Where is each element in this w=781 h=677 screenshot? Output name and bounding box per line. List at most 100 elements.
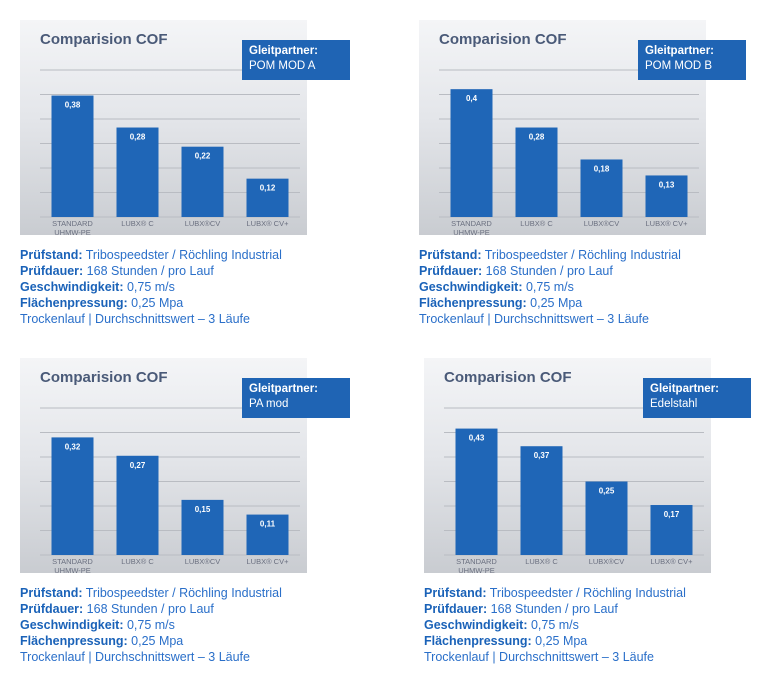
test-info: Prüfstand: Tribospeedster / Röchling Ind… bbox=[424, 585, 754, 665]
category-tick-label: UHMW-PE bbox=[54, 566, 91, 573]
info-line-duration: Prüfdauer: 168 Stunden / pro Lauf bbox=[424, 602, 618, 616]
info-line-pressure: Flächenpressung: 0,25 Mpa bbox=[20, 296, 184, 310]
info-line-speed: Geschwindigkeit: 0,75 m/s bbox=[424, 618, 579, 632]
partner-label: Gleitpartner: bbox=[645, 45, 715, 57]
bar-value-label: 0,4 bbox=[466, 94, 478, 103]
chart-panel-3: 0,32 STANDARD UHMW-PE 0,27 LUBX® C 0,15 LUBX®C… bbox=[20, 358, 350, 668]
info-line-duration: Prüfdauer: 168 Stunden / pro Lauf bbox=[419, 264, 613, 278]
info-line-teststand: Prüfstand: Tribospeedster / Röchling Ind… bbox=[419, 248, 681, 262]
bar bbox=[450, 89, 493, 217]
bar bbox=[455, 428, 498, 555]
info-line-duration: Prüfdauer: 168 Stunden / pro Lauf bbox=[20, 264, 214, 278]
bar-value-label: 0,28 bbox=[529, 133, 545, 142]
bar bbox=[580, 159, 623, 217]
bar bbox=[181, 499, 224, 555]
bar bbox=[181, 146, 224, 217]
info-line-teststand: Prüfstand: Tribospeedster / Röchling Ind… bbox=[20, 248, 282, 262]
category-tick-label: UHMW-PE bbox=[54, 228, 91, 235]
bar-value-label: 0,15 bbox=[195, 505, 211, 514]
bar-value-label: 0,22 bbox=[195, 152, 211, 161]
info-line-pressure: Flächenpressung: 0,25 Mpa bbox=[424, 634, 588, 648]
partner-label: Gleitpartner: bbox=[249, 45, 319, 57]
category-tick-label: LUBX®CV bbox=[589, 557, 625, 566]
chart-title: Comparision COF bbox=[40, 369, 168, 386]
chart-title: Comparision COF bbox=[40, 31, 168, 48]
info-line-speed: Geschwindigkeit: 0,75 m/s bbox=[20, 280, 175, 294]
partner-box: Gleitpartner: PA mod bbox=[242, 378, 350, 418]
category-tick-label: STANDARD bbox=[52, 219, 93, 228]
bar-value-label: 0,12 bbox=[260, 184, 276, 193]
bar-value-label: 0,13 bbox=[659, 180, 675, 189]
partner-label: Gleitpartner: bbox=[249, 383, 319, 395]
chart-panel-2: 0,4 STANDARD UHMW-PE 0,28 LUBX® C 0,18 LUBX®CV… bbox=[419, 20, 749, 330]
category-tick-label: LUBX®CV bbox=[185, 219, 221, 228]
bar-value-label: 0,28 bbox=[130, 133, 146, 142]
bar-value-label: 0,17 bbox=[664, 510, 680, 519]
bar-value-label: 0,38 bbox=[65, 101, 81, 110]
bar bbox=[645, 175, 688, 217]
partner-box: Gleitpartner: POM MOD A bbox=[242, 40, 350, 80]
bar bbox=[246, 178, 289, 217]
info-line-duration: Prüfdauer: 168 Stunden / pro Lauf bbox=[20, 602, 214, 616]
category-tick-label: UHMW-PE bbox=[458, 566, 495, 573]
test-info: Prüfstand: Tribospeedster / Röchling Ind… bbox=[419, 247, 749, 327]
category-tick-label: STANDARD bbox=[52, 557, 93, 566]
info-line-speed: Geschwindigkeit: 0,75 m/s bbox=[20, 618, 175, 632]
bar bbox=[116, 127, 159, 217]
bar-value-label: 0,11 bbox=[260, 520, 276, 529]
info-line-pressure: Flächenpressung: 0,25 Mpa bbox=[419, 296, 583, 310]
category-tick-label: LUBX® C bbox=[520, 219, 553, 228]
info-line-pressure: Flächenpressung: 0,25 Mpa bbox=[20, 634, 184, 648]
chart-title: Comparision COF bbox=[439, 31, 567, 48]
bar bbox=[520, 446, 563, 555]
partner-box: Gleitpartner: Edelstahl bbox=[643, 378, 751, 418]
category-tick-label: LUBX® CV+ bbox=[650, 557, 693, 566]
partner-value: Edelstahl bbox=[650, 398, 698, 410]
category-tick-label: LUBX®CV bbox=[185, 557, 221, 566]
partner-value: POM MOD B bbox=[645, 60, 713, 72]
bar-value-label: 0,37 bbox=[534, 451, 550, 460]
partner-value: PA mod bbox=[249, 398, 289, 410]
category-tick-label: LUBX® C bbox=[525, 557, 558, 566]
category-tick-label: STANDARD bbox=[456, 557, 497, 566]
bar bbox=[51, 437, 94, 555]
partner-box: Gleitpartner: POM MOD B bbox=[638, 40, 746, 80]
bar bbox=[650, 505, 693, 555]
bar bbox=[116, 455, 159, 555]
bar-value-label: 0,32 bbox=[65, 442, 81, 451]
chart-panel-1: 0,38 STANDARD UHMW-PE 0,28 LUBX® C 0,22 LUBX®C… bbox=[20, 20, 350, 330]
test-info: Prüfstand: Tribospeedster / Röchling Ind… bbox=[20, 247, 350, 327]
bar-value-label: 0,43 bbox=[469, 434, 485, 443]
category-tick-label: LUBX® C bbox=[121, 219, 154, 228]
chart-title: Comparision COF bbox=[444, 369, 572, 386]
info-line-mode: Trockenlauf | Durchschnittswert – 3 Läuf… bbox=[20, 312, 250, 326]
partner-label: Gleitpartner: bbox=[650, 383, 720, 395]
bar bbox=[51, 95, 94, 217]
category-tick-label: LUBX® C bbox=[121, 557, 154, 566]
bar bbox=[246, 514, 289, 555]
info-line-mode: Trockenlauf | Durchschnittswert – 3 Läuf… bbox=[419, 312, 649, 326]
info-line-teststand: Prüfstand: Tribospeedster / Röchling Ind… bbox=[20, 586, 282, 600]
bar bbox=[515, 127, 558, 217]
bar bbox=[585, 481, 628, 555]
category-tick-label: UHMW-PE bbox=[453, 228, 490, 235]
category-tick-label: LUBX® CV+ bbox=[246, 557, 289, 566]
info-line-mode: Trockenlauf | Durchschnittswert – 3 Läuf… bbox=[20, 650, 250, 664]
test-info: Prüfstand: Tribospeedster / Röchling Ind… bbox=[20, 585, 350, 665]
category-tick-label: LUBX® CV+ bbox=[246, 219, 289, 228]
category-tick-label: LUBX® CV+ bbox=[645, 219, 688, 228]
chart-panel-4: 0,43 STANDARD UHMW-PE 0,37 LUBX® C 0,25 LUBX®C… bbox=[424, 358, 754, 668]
info-line-speed: Geschwindigkeit: 0,75 m/s bbox=[419, 280, 574, 294]
info-line-teststand: Prüfstand: Tribospeedster / Röchling Ind… bbox=[424, 586, 686, 600]
bar-value-label: 0,27 bbox=[130, 461, 146, 470]
info-line-mode: Trockenlauf | Durchschnittswert – 3 Läuf… bbox=[424, 650, 654, 664]
bar-value-label: 0,18 bbox=[594, 164, 610, 173]
category-tick-label: STANDARD bbox=[451, 219, 492, 228]
category-tick-label: LUBX®CV bbox=[584, 219, 620, 228]
partner-value: POM MOD A bbox=[249, 60, 316, 72]
bar-value-label: 0,25 bbox=[599, 487, 615, 496]
